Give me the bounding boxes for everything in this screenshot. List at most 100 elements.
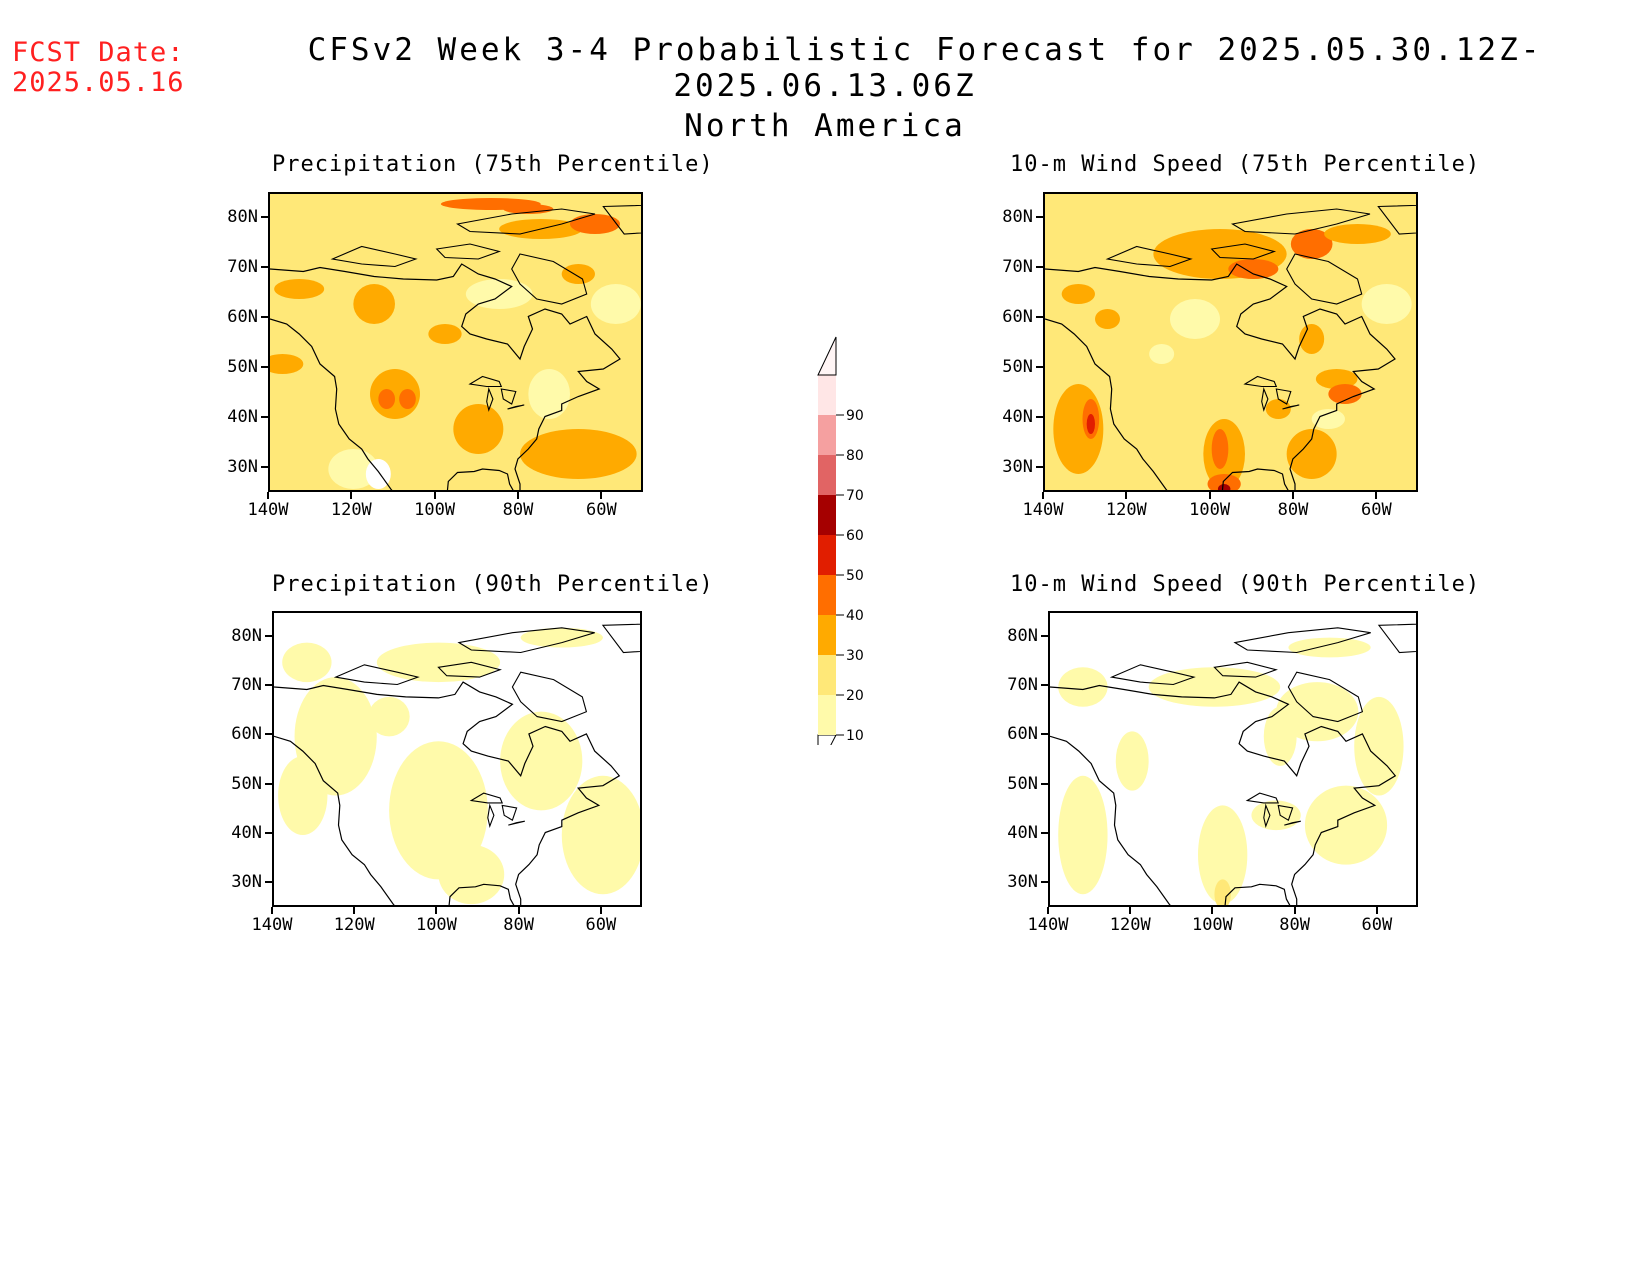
probability-contour <box>1324 224 1391 244</box>
probability-contour <box>1288 637 1371 658</box>
colorbar-label: 50 <box>846 568 864 584</box>
axis-tick <box>1041 733 1048 736</box>
coastline <box>435 243 502 260</box>
probability-contour <box>1286 429 1337 479</box>
coastline <box>501 804 518 822</box>
panel-title: 10-m Wind Speed (75th Percentile) <box>1010 152 1481 177</box>
colorbar-label: 60 <box>846 528 864 544</box>
axis-tick <box>265 881 272 884</box>
latitude-label: 50N <box>1007 773 1038 794</box>
coastline <box>508 820 525 826</box>
axis-tick <box>265 832 272 834</box>
probability-contour <box>1095 309 1120 329</box>
coastline <box>1221 468 1289 490</box>
axis-tick <box>1375 907 1378 914</box>
probability-contour <box>1149 344 1175 364</box>
colorbar-label: 30 <box>846 648 864 664</box>
panel-title: Precipitation (90th Percentile) <box>272 572 714 597</box>
probability-contour <box>1304 785 1388 865</box>
probability-contour <box>274 279 325 299</box>
forecast-date-block: FCST Date: 2025.05.16 <box>12 38 185 98</box>
coastline <box>601 623 640 654</box>
probability-contour <box>1361 284 1412 324</box>
probability-contour <box>353 284 395 324</box>
coastline <box>446 468 514 490</box>
axis-tick <box>1211 907 1214 914</box>
coastline <box>1233 627 1371 654</box>
probability-contour <box>389 741 488 880</box>
latitude-label: 60N <box>1002 307 1033 327</box>
coastline <box>1263 803 1271 828</box>
probability-contour <box>561 264 595 284</box>
longitude-label: 100W <box>1191 915 1233 935</box>
probability-contour <box>1198 805 1248 905</box>
forecast-date-value: 2025.05.16 <box>12 67 185 98</box>
colorbar-swatch <box>818 695 836 735</box>
map-plot-area <box>268 192 643 492</box>
coastline <box>1377 204 1416 235</box>
axis-tick <box>1036 316 1043 318</box>
probability-contour <box>570 214 620 234</box>
coastline <box>469 792 504 804</box>
probability-contour <box>1211 429 1229 469</box>
axis-tick <box>517 492 519 499</box>
axis-tick <box>433 492 436 499</box>
coastline <box>486 387 494 412</box>
coastline <box>457 627 595 654</box>
coastline <box>330 245 418 268</box>
probability-field <box>274 613 640 905</box>
panel-title: Precipitation (75th Percentile) <box>272 152 714 177</box>
probability-contour <box>1217 484 1231 490</box>
probability-contour <box>270 354 304 374</box>
probability-contour <box>1263 706 1297 766</box>
probability-contour <box>1276 682 1359 742</box>
colorbar-label: 70 <box>846 488 864 504</box>
latitude-label: 30N <box>1002 457 1033 477</box>
latitude-label: 50N <box>227 357 258 377</box>
coastline <box>270 263 621 490</box>
latitude-label: 80N <box>227 207 258 227</box>
axis-tick <box>261 216 268 218</box>
longitude-label: 80W <box>1279 915 1311 935</box>
longitude-label: 120W <box>330 500 372 520</box>
probability-contour <box>1311 409 1345 429</box>
latitude-label: 70N <box>1007 675 1038 695</box>
probability-contour <box>282 642 332 683</box>
axis-tick <box>265 684 272 686</box>
coastline <box>487 803 495 828</box>
coastline <box>1210 243 1277 260</box>
colorbar-swatch <box>818 455 836 495</box>
probability-contour <box>1058 667 1108 707</box>
longitude-label: 80W <box>1277 500 1309 520</box>
longitude-label: 140W <box>1027 915 1069 935</box>
axis-tick <box>1036 466 1043 468</box>
coastline <box>1230 208 1371 235</box>
axis-tick <box>1036 366 1043 368</box>
figure-subtitle: North America <box>684 108 966 144</box>
map-plot-area <box>272 611 642 907</box>
coastline <box>270 318 393 490</box>
probability-contour <box>328 449 379 489</box>
colorbar-label: 40 <box>846 608 864 624</box>
colorbar-swatch <box>818 615 836 655</box>
longitude-label: 80W <box>503 915 535 935</box>
probability-contour <box>500 711 583 811</box>
latitude-label: 60N <box>1007 724 1038 745</box>
latitude-label: 30N <box>231 872 262 893</box>
colorbar-end <box>817 734 837 745</box>
axis-tick <box>1041 634 1048 637</box>
axis-tick <box>1041 684 1048 686</box>
coastline <box>511 253 588 305</box>
longitude-label: 60W <box>1361 915 1393 935</box>
axis-tick <box>1375 492 1378 499</box>
axis-tick <box>265 733 272 736</box>
axis-tick <box>353 907 356 914</box>
probability-contour <box>520 429 637 479</box>
probability-contour <box>1115 731 1149 791</box>
axis-tick <box>271 907 273 914</box>
axis-tick <box>1041 832 1048 834</box>
colorbar-swatch <box>818 415 836 455</box>
probability-contour <box>1251 800 1301 831</box>
probability-contour <box>1228 259 1279 279</box>
probability-contour <box>1214 879 1231 905</box>
